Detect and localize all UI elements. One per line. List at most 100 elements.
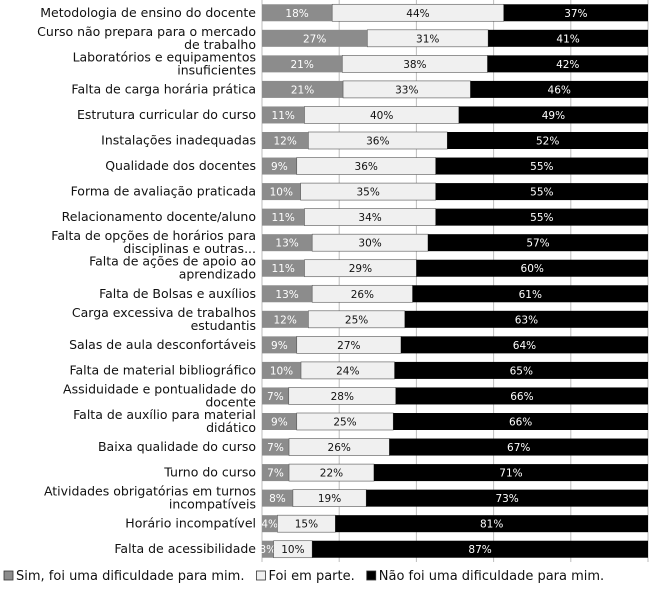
data-label: 63%	[515, 314, 538, 326]
data-label: 31%	[416, 33, 439, 45]
category-label: Forma de avaliação praticada	[71, 184, 256, 199]
data-label: 27%	[337, 340, 360, 352]
category-label: Carga excessiva de trabalhos estudantis	[72, 305, 256, 333]
bar-segment	[416, 259, 648, 277]
data-label: 81%	[480, 519, 503, 531]
bar-segment	[412, 285, 648, 303]
category-label: Falta de Bolsas e auxílios	[99, 286, 256, 301]
category-label: Falta de material bibliográfico	[69, 362, 256, 377]
data-label: 24%	[336, 365, 359, 377]
bar-segment	[262, 387, 289, 405]
bar-segment	[447, 132, 648, 149]
category-label: Falta de acessibilidade	[114, 541, 256, 556]
data-label: 13%	[275, 289, 298, 301]
category-label: Falta de carga horária prática	[71, 81, 256, 96]
bar-segment	[262, 132, 309, 149]
data-label: 34%	[358, 212, 381, 224]
bar-segment	[262, 489, 293, 507]
bar-segment	[312, 540, 648, 558]
data-label: 35%	[356, 187, 379, 199]
data-label: 22%	[320, 468, 343, 480]
data-label: 7%	[267, 442, 284, 454]
data-label: 49%	[542, 110, 565, 122]
category-label: Turno do curso	[163, 465, 256, 480]
bar-segment	[366, 489, 648, 507]
data-label: 9%	[271, 340, 288, 352]
bar-segment	[311, 233, 429, 252]
data-label: 12%	[273, 314, 296, 326]
category-label: Relacionamento docente/aluno	[62, 209, 256, 224]
data-label: 41%	[556, 33, 579, 45]
data-label: 18%	[285, 8, 308, 20]
data-label: 33%	[395, 84, 418, 96]
legend-label: Não foi uma dificuldade para mim.	[379, 569, 604, 584]
data-label: 71%	[499, 468, 522, 480]
legend-swatch	[256, 570, 266, 581]
data-label: 57%	[526, 238, 549, 250]
bar-segment	[393, 413, 648, 430]
bar-segment	[262, 285, 313, 303]
data-label: 30%	[358, 238, 381, 250]
data-label: 44%	[406, 8, 429, 20]
legend-swatch	[366, 570, 377, 581]
data-label: 4%	[261, 519, 278, 531]
data-label: 29%	[349, 263, 372, 275]
bar-segment	[435, 183, 648, 201]
bar-segment	[262, 540, 274, 558]
bar-segment	[262, 464, 290, 482]
data-label: 3%	[259, 544, 276, 556]
category-label: Curso não prepara para o mercado de traba…	[37, 24, 256, 52]
category-label: Falta de ações de apoio ao aprendizado	[89, 254, 256, 282]
data-label: 25%	[333, 417, 356, 429]
bar-segment	[458, 106, 648, 124]
data-label: 61%	[519, 289, 542, 301]
data-label: 55%	[530, 212, 553, 224]
bar-segment	[487, 55, 648, 73]
bar-segment	[435, 208, 648, 226]
data-label: 27%	[303, 33, 326, 45]
data-label: 7%	[267, 468, 284, 480]
data-label: 8%	[269, 493, 286, 505]
legend-label: Sim, foi uma dificuldade para mim.	[16, 569, 244, 584]
data-label: 26%	[328, 442, 351, 454]
category-label: Instalações inadequadas	[101, 133, 256, 148]
bar-segment	[262, 55, 343, 73]
bar-segment	[262, 29, 368, 47]
data-label: 9%	[271, 417, 288, 429]
data-label: 21%	[290, 59, 313, 71]
data-label: 36%	[366, 136, 389, 148]
data-label: 15%	[295, 519, 318, 531]
bar-segment	[435, 157, 648, 175]
bar-segment	[262, 183, 301, 201]
bars: 18% 44% 37% 27% 31% 41% 21% 38% 42% 21% 33% 46% 11% 4…	[259, 3, 648, 559]
data-label: 60%	[521, 263, 544, 275]
legend: Sim, foi uma dificuldade para mim. Foi em…	[3, 569, 604, 584]
data-label: 40%	[370, 110, 393, 122]
data-label: 7%	[267, 391, 284, 403]
category-label: Laboratórios e equipamentos insuficientes	[73, 49, 256, 77]
data-label: 12%	[273, 136, 296, 148]
bar-segment	[262, 80, 344, 98]
data-label: 66%	[509, 417, 532, 429]
data-label: 65%	[510, 365, 533, 377]
bar-segment	[262, 208, 305, 226]
bar-segment	[262, 336, 297, 354]
data-label: 9%	[271, 161, 288, 173]
data-label: 67%	[507, 442, 530, 454]
data-label: 38%	[403, 59, 426, 71]
data-label: 25%	[345, 314, 368, 326]
data-label: 10%	[281, 544, 304, 556]
bar-segment	[262, 259, 305, 277]
category-label: Qualidade dos docentes	[105, 158, 256, 173]
data-label: 87%	[468, 544, 491, 556]
bar-segment	[262, 361, 301, 379]
data-label: 28%	[331, 391, 354, 403]
data-label: 66%	[510, 391, 533, 403]
data-label: 64%	[513, 340, 536, 352]
category-label: Falta de opções de horários para discipli…	[51, 228, 256, 256]
bar-segment	[262, 157, 297, 175]
category-label: Atividades obrigatórias em turnos incompa…	[44, 484, 256, 512]
bar-segment	[389, 438, 648, 456]
data-label: 10%	[270, 187, 293, 199]
